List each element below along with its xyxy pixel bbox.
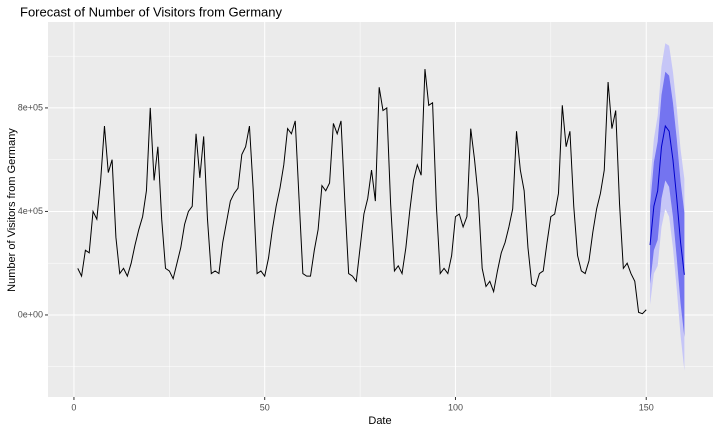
x-tick-label: 50	[260, 402, 270, 412]
band-80	[650, 71, 685, 337]
y-tick-label: 8e+05	[18, 102, 43, 112]
history-line	[77, 69, 647, 315]
y-tick-label: 0e+00	[18, 309, 43, 319]
x-tick-label: 100	[448, 402, 463, 412]
forecast-line	[649, 124, 685, 275]
y-tick-label: 4e+05	[18, 206, 43, 216]
chart-title: Forecast of Number of Visitors from Germ…	[20, 4, 283, 19]
band-95	[650, 43, 685, 371]
x-tick-label: 150	[639, 402, 654, 412]
panel	[48, 22, 713, 397]
y-axis-label: Number of Visitors from Germany	[6, 128, 18, 292]
x-axis-label: Date	[368, 415, 391, 427]
x-tick-label: 0	[71, 402, 76, 412]
